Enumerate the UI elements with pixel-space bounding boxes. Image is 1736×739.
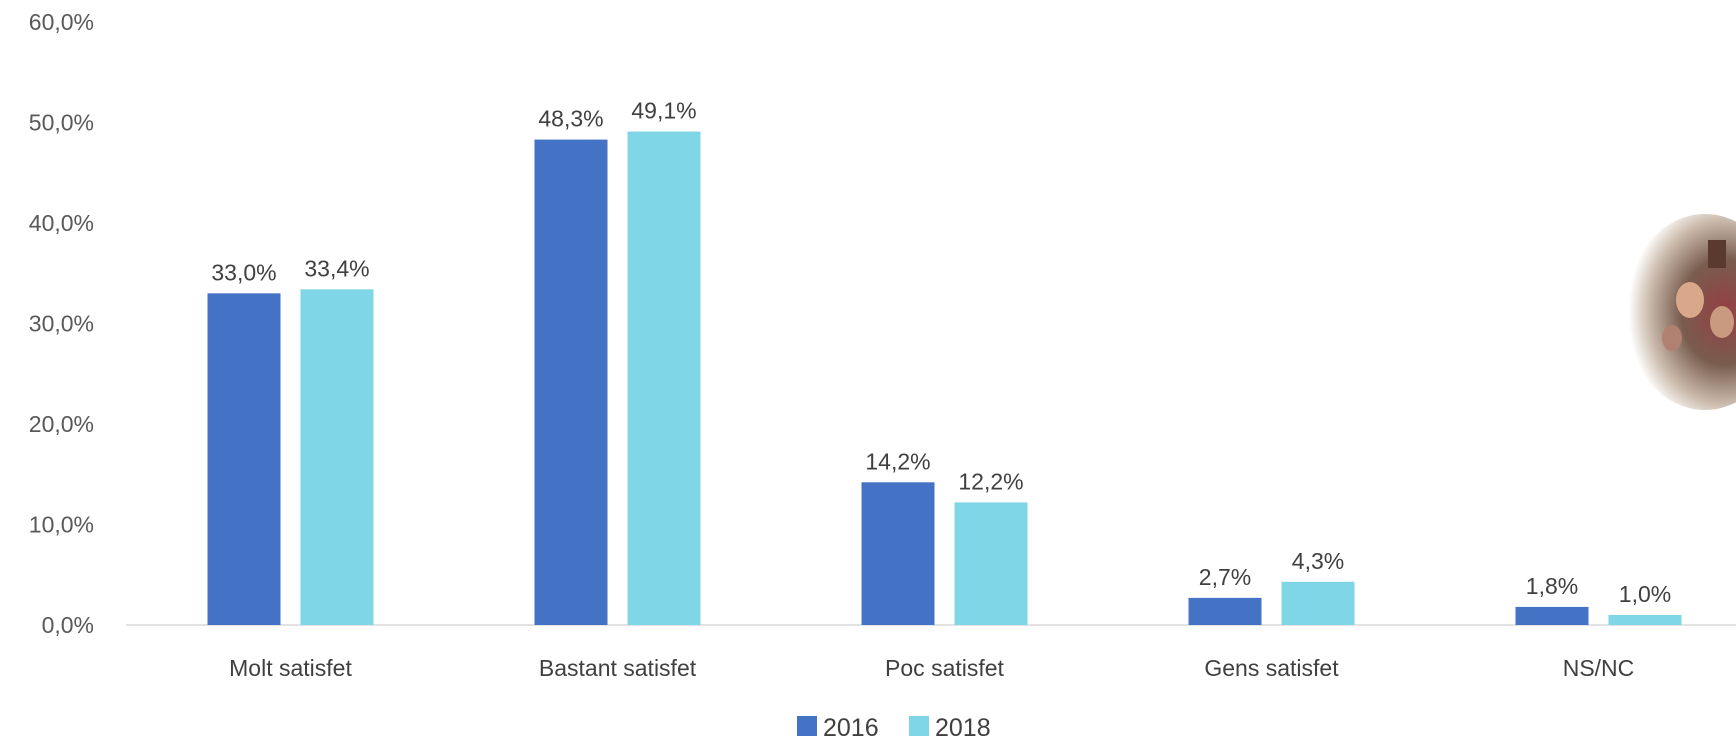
bar-2018-3 [1281, 581, 1355, 625]
y-tick-label: 50,0% [29, 110, 94, 136]
data-label: 33,0% [211, 259, 276, 285]
bar-2018-2 [954, 502, 1028, 625]
legend-label: 2016 [823, 714, 879, 739]
y-tick-label: 0,0% [42, 612, 94, 638]
data-label: 1,0% [1619, 581, 1671, 607]
x-tick-label: Gens satisfet [1204, 655, 1339, 681]
data-label: 49,1% [631, 98, 696, 124]
bar-2018-4 [1608, 614, 1682, 625]
x-tick-label: NS/NC [1563, 655, 1635, 681]
x-tick-label: Bastant satisfet [539, 655, 697, 681]
x-axis: Molt satisfet Bastant satisfet Poc satisfe… [229, 655, 1634, 681]
y-axis: 0,0% 10,0% 20,0% 30,0% 40,0% 50,0% 60,0% [29, 9, 94, 638]
bar-2016-0 [207, 293, 281, 625]
data-label: 14,2% [865, 448, 930, 474]
bars-layer [207, 131, 1682, 626]
legend-swatch-2016 [797, 716, 817, 736]
y-tick-label: 10,0% [29, 512, 94, 538]
legend: 2016 2018 [797, 714, 991, 739]
crowd-photo-cutout [1625, 214, 1736, 410]
bar-2016-1 [534, 139, 608, 625]
legend-label: 2018 [935, 714, 991, 739]
y-tick-label: 20,0% [29, 411, 94, 437]
y-tick-label: 30,0% [29, 311, 94, 337]
data-labels-layer: 33,0% 33,4% 48,3% 49,1% 14,2% 12,2% 2,7% 4,3% 1,… [211, 98, 1671, 607]
bar-2018-0 [300, 289, 374, 625]
y-tick-label: 60,0% [29, 9, 94, 35]
data-label: 12,2% [958, 468, 1023, 494]
data-label: 4,3% [1292, 548, 1344, 574]
bar-2016-4 [1515, 606, 1589, 625]
bar-2016-3 [1188, 597, 1262, 625]
legend-swatch-2018 [909, 716, 929, 736]
y-tick-label: 40,0% [29, 210, 94, 236]
x-tick-label: Molt satisfet [229, 655, 352, 681]
data-label: 48,3% [538, 106, 603, 132]
bar-2018-1 [627, 131, 701, 626]
x-tick-label: Poc satisfet [885, 655, 1004, 681]
bar-2016-2 [861, 482, 935, 625]
data-label: 33,4% [304, 255, 369, 281]
data-label: 1,8% [1526, 573, 1578, 599]
data-label: 2,7% [1199, 564, 1251, 590]
